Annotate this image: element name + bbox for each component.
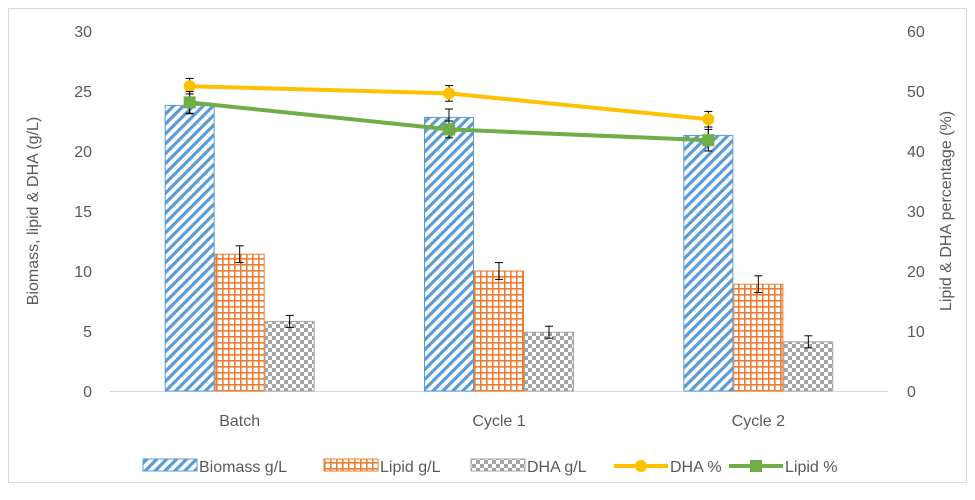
legend-label: DHA % [670,459,722,476]
marker-dha [443,87,455,100]
marker-dha [183,80,196,93]
y2-tick-label: 40 [907,144,925,161]
error-bar [754,275,763,294]
error-bar [545,325,553,339]
legend-swatch [470,458,526,472]
y2-tick-label: 20 [907,264,925,281]
y-axis-title: Biomass, lipid & DHA (g/L) [25,117,42,306]
error-bar [285,314,294,328]
y-tick-label: 25 [74,84,92,101]
x-tick-label: Cycle 1 [472,413,525,430]
marker-lipid [183,96,196,109]
error-bar [804,335,813,349]
x-tick-label: Batch [219,413,260,430]
y-tick-label: 20 [74,144,92,161]
bar-lipid-g-l [214,253,265,392]
bar-lipid-g-l [733,283,784,392]
legend-label: Lipid g/L [380,459,441,476]
legend-marker [750,460,762,472]
legend-label: Lipid % [785,459,837,476]
legend-swatch [142,458,198,472]
legend-item-biomass-g-l: Biomass g/L [142,458,287,476]
marker-lipid [443,123,455,136]
legend-swatch [323,458,379,472]
y2-tick-label: 60 [907,24,925,41]
error-bar [495,262,503,280]
marker-lipid [702,134,715,147]
legend-label: Biomass g/L [199,459,287,476]
y-tick-label: 0 [83,384,92,401]
error-bar [235,245,244,264]
bar-lipid-g-l [474,270,524,392]
legend-marker [635,460,647,472]
marker-dha [702,113,715,126]
y2-tick-label: 30 [907,204,925,221]
y2-tick-label: 0 [907,384,916,401]
y-tick-label: 5 [83,324,92,341]
x-tick-label: Cycle 2 [732,413,785,430]
y-tick-label: 15 [74,204,92,221]
legend-item-lipid: Lipid % [729,459,837,476]
bar-dha-g-l [264,320,315,392]
y-tick-label: 10 [74,264,92,281]
bar-dha-g-l [524,331,574,392]
y2-tick-label: 10 [907,324,925,341]
chart-border [8,8,967,483]
legend-label: DHA g/L [527,459,587,476]
y2-axis-title: Lipid & DHA percentage (%) [938,111,955,311]
bar-biomass-g-l [164,104,215,392]
legend-item-dha-g-l: DHA g/L [470,458,587,476]
bar-dha-g-l [783,341,834,392]
y2-tick-label: 50 [907,84,925,101]
bar-biomass-g-l [683,134,734,392]
legend-item-lipid-g-l: Lipid g/L [323,458,441,476]
legend-item-dha: DHA % [614,459,722,476]
y-tick-label: 30 [74,24,92,41]
bar-biomass-g-l [424,116,474,392]
